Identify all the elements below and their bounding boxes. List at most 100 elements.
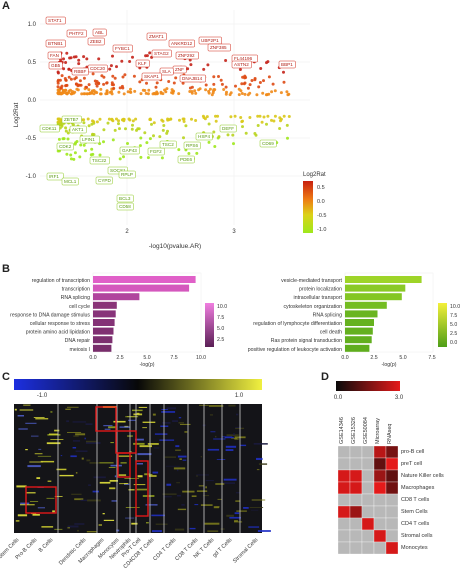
volcano-point bbox=[287, 115, 291, 118]
heatmap-stripe bbox=[86, 459, 91, 462]
volcano-point bbox=[128, 118, 132, 122]
right-legend-tick-1: 10.0 bbox=[450, 304, 460, 310]
heatmap-stripe bbox=[72, 421, 87, 423]
volcano-point bbox=[205, 115, 209, 119]
heatmap-stripe bbox=[216, 459, 226, 460]
heatmap-stripe bbox=[215, 483, 225, 485]
gene-label-box bbox=[66, 29, 87, 38]
gene-label: ASTN2 bbox=[234, 62, 249, 67]
heatmap-stripe bbox=[117, 455, 133, 457]
volcano-point bbox=[58, 117, 62, 121]
volcano-point bbox=[240, 92, 244, 95]
overlap-cell bbox=[349, 505, 363, 519]
heatmap-stripe bbox=[37, 455, 52, 457]
heatmap-stripe bbox=[41, 526, 54, 528]
volcano-point bbox=[238, 68, 242, 71]
volcano-point bbox=[134, 117, 138, 121]
heatmap-stripe bbox=[205, 480, 214, 482]
volcano-point bbox=[64, 129, 68, 133]
volcano-point bbox=[99, 92, 102, 96]
volcano-point bbox=[82, 76, 86, 80]
volcano-point bbox=[246, 93, 250, 97]
volcano-point bbox=[56, 88, 60, 92]
volcano-point bbox=[165, 87, 169, 91]
volcano-point bbox=[97, 82, 101, 86]
volcano-point bbox=[285, 90, 289, 94]
legend-tick-2: 0.0 bbox=[317, 199, 325, 205]
go-bar bbox=[93, 336, 113, 344]
volcano-point bbox=[243, 81, 247, 85]
heatmap-stripe bbox=[161, 411, 176, 413]
left-go-bars bbox=[93, 276, 196, 352]
volcano-point bbox=[194, 91, 198, 95]
volcano-point bbox=[71, 123, 75, 127]
gene-label-box bbox=[177, 155, 195, 164]
gene-label: ZEB2 bbox=[90, 39, 102, 44]
gene-label-box bbox=[45, 39, 66, 48]
right-term-5: RNA splicing bbox=[313, 312, 343, 318]
heatmap-stripe bbox=[131, 522, 138, 525]
volcano-point bbox=[222, 88, 226, 91]
volcano-point bbox=[241, 119, 244, 123]
volcano-point bbox=[136, 127, 140, 131]
volcano-point bbox=[212, 82, 216, 86]
volcano-point bbox=[69, 157, 73, 161]
volcano-point bbox=[69, 92, 73, 96]
volcano-point bbox=[64, 84, 68, 88]
heatmap-stripe bbox=[166, 483, 172, 486]
heatmap-stripe bbox=[17, 415, 24, 417]
heatmap-stripe bbox=[235, 500, 241, 502]
overlap-cell bbox=[349, 445, 363, 459]
volcano-point bbox=[181, 81, 185, 85]
gene-label-box bbox=[135, 59, 150, 68]
volcano-point bbox=[172, 81, 176, 85]
volcano-point bbox=[226, 133, 230, 137]
heatmap-stripe bbox=[87, 499, 101, 502]
volcano-point bbox=[102, 140, 105, 144]
gene-label-box bbox=[219, 124, 237, 133]
volcano-point bbox=[133, 89, 137, 93]
volcano-point bbox=[138, 80, 142, 84]
volcano-point bbox=[57, 137, 61, 141]
volcano-point bbox=[95, 91, 99, 95]
left-x-tick-5: 10.0 bbox=[196, 355, 206, 361]
volcano-point bbox=[287, 92, 291, 96]
heatmap-stripe bbox=[81, 457, 84, 460]
volcano-point bbox=[131, 123, 134, 127]
gene-label-box bbox=[119, 146, 140, 155]
volcano-point bbox=[66, 131, 70, 135]
volcano-point bbox=[63, 77, 67, 80]
heatmap-stripe bbox=[86, 531, 97, 533]
volcano-point bbox=[64, 61, 68, 64]
volcano-point bbox=[122, 117, 126, 121]
heatmap-stripe bbox=[66, 420, 69, 423]
volcano-point bbox=[56, 71, 60, 75]
heatmap-stripe bbox=[23, 404, 31, 406]
volcano-point bbox=[106, 121, 110, 125]
heatmap-stripe bbox=[103, 425, 113, 427]
volcano-point bbox=[158, 135, 162, 139]
heatmap-stripe bbox=[110, 464, 122, 467]
gene-label: TSC2 bbox=[162, 142, 174, 147]
volcano-point bbox=[97, 57, 101, 61]
heatmap-stripe bbox=[85, 442, 101, 444]
right-legend-gradient bbox=[438, 303, 447, 347]
volcano-point bbox=[117, 90, 121, 94]
volcano-point bbox=[194, 119, 198, 122]
heatmap-stripe bbox=[132, 409, 143, 412]
heatmap-stripe bbox=[71, 493, 82, 495]
heatmap-stripe bbox=[249, 507, 264, 508]
volcano-point bbox=[124, 127, 127, 131]
volcano-point bbox=[72, 157, 76, 161]
gene-label-box bbox=[195, 132, 213, 141]
overlap-cell bbox=[349, 457, 363, 471]
volcano-point bbox=[84, 149, 87, 153]
right-legend-tick-3: 5.0 bbox=[450, 322, 457, 328]
overlap-cell bbox=[349, 493, 363, 507]
volcano-point bbox=[182, 136, 185, 140]
volcano-point bbox=[74, 76, 78, 80]
gene-label-box bbox=[159, 140, 177, 149]
volcano-point bbox=[115, 65, 118, 69]
volcano-point bbox=[160, 118, 164, 122]
heatmap-stripe bbox=[149, 474, 153, 476]
